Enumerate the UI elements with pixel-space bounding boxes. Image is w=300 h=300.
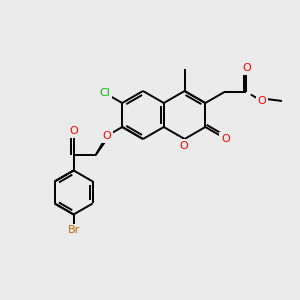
Text: O: O	[221, 134, 230, 143]
Text: Cl: Cl	[100, 88, 110, 98]
Text: O: O	[102, 131, 111, 141]
Text: O: O	[179, 141, 188, 151]
Text: Br: Br	[68, 226, 80, 236]
Text: O: O	[69, 126, 78, 136]
Text: O: O	[242, 63, 251, 73]
Text: O: O	[258, 96, 266, 106]
